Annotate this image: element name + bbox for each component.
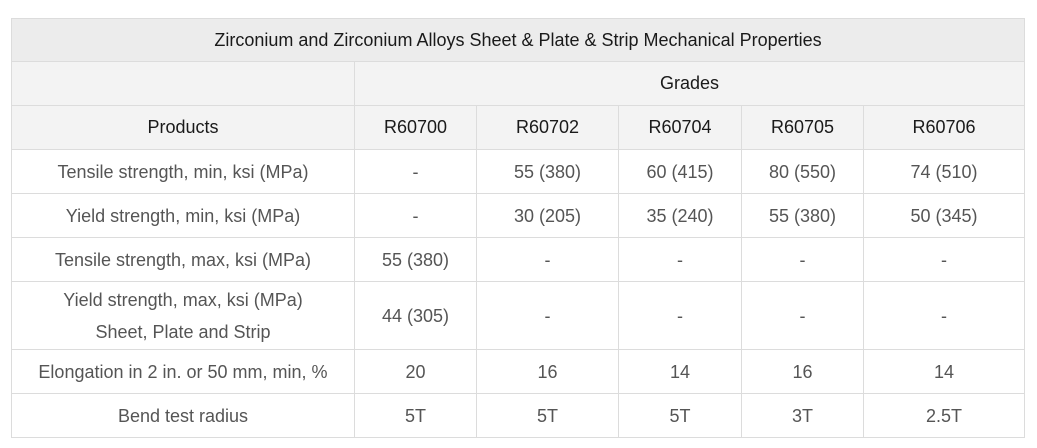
cell-value: 16 [476,349,619,394]
cell-value: 5T [476,393,619,438]
row-label-line1: Yield strength, max, ksi (MPa) [63,289,303,310]
cell-value: 14 [618,349,742,394]
cell-value: 60 (415) [618,149,742,194]
cell-value: 74 (510) [862,149,1026,194]
row-label: Tensile strength, max, ksi (MPa) [11,237,355,282]
cell-value: - [862,237,1026,282]
cell-value: - [354,193,477,238]
cell-value: - [476,281,619,350]
cell-value: 35 (240) [618,193,742,238]
row-label: Tensile strength, min, ksi (MPa) [11,149,355,194]
cell-value: 55 (380) [476,149,619,194]
cell-value: - [862,281,1026,350]
column-header-row: Products R60700 R60702 R60704 R60705 R60… [11,105,1026,150]
row-label: Yield strength, min, ksi (MPa) [11,193,355,238]
cell-value: 20 [354,349,477,394]
column-header-r60706: R60706 [862,105,1026,150]
row-label: Yield strength, max, ksi (MPa) Sheet, Pl… [11,281,355,350]
cell-value: 5T [354,393,477,438]
cell-value: 50 (345) [862,193,1026,238]
cell-value: 55 (380) [741,193,864,238]
table-row: Bend test radius 5T 5T 5T 3T 2.5T [11,393,1026,438]
column-header-products: Products [11,105,355,150]
row-label: Elongation in 2 in. or 50 mm, min, % [11,349,355,394]
row-label: Bend test radius [11,393,355,438]
cell-value: 16 [741,349,864,394]
cell-value: 55 (380) [354,237,477,282]
column-header-r60700: R60700 [354,105,477,150]
grades-group-header: Grades [353,61,1026,106]
empty-header-cell [11,61,355,106]
table-row: Tensile strength, min, ksi (MPa) - 55 (3… [11,149,1026,194]
table-title: Zirconium and Zirconium Alloys Sheet & P… [10,18,1026,62]
table-row: Tensile strength, max, ksi (MPa) 55 (380… [11,237,1026,282]
grades-group-row: Grades [11,61,1026,106]
column-header-r60704: R60704 [618,105,742,150]
cell-value: - [741,281,864,350]
table-row: Yield strength, min, ksi (MPa) - 30 (205… [11,193,1026,238]
table-row: Yield strength, max, ksi (MPa) Sheet, Pl… [11,281,1026,350]
cell-value: - [476,237,619,282]
cell-value: - [618,237,742,282]
cell-value: 2.5T [862,393,1026,438]
cell-value: 14 [862,349,1026,394]
row-label-line2: Sheet, Plate and Strip [95,321,271,342]
column-header-r60702: R60702 [476,105,619,150]
cell-value: 44 (305) [354,281,477,350]
cell-value: - [618,281,742,350]
table-title-row: Zirconium and Zirconium Alloys Sheet & P… [10,18,1026,62]
cell-value: 5T [618,393,742,438]
cell-value: - [741,237,864,282]
cell-value: 80 (550) [741,149,864,194]
mechanical-properties-table: Zirconium and Zirconium Alloys Sheet & P… [10,18,1026,438]
cell-value: 3T [741,393,864,438]
table-row: Elongation in 2 in. or 50 mm, min, % 20 … [11,349,1026,394]
cell-value: - [354,149,477,194]
cell-value: 30 (205) [476,193,619,238]
column-header-r60705: R60705 [741,105,864,150]
